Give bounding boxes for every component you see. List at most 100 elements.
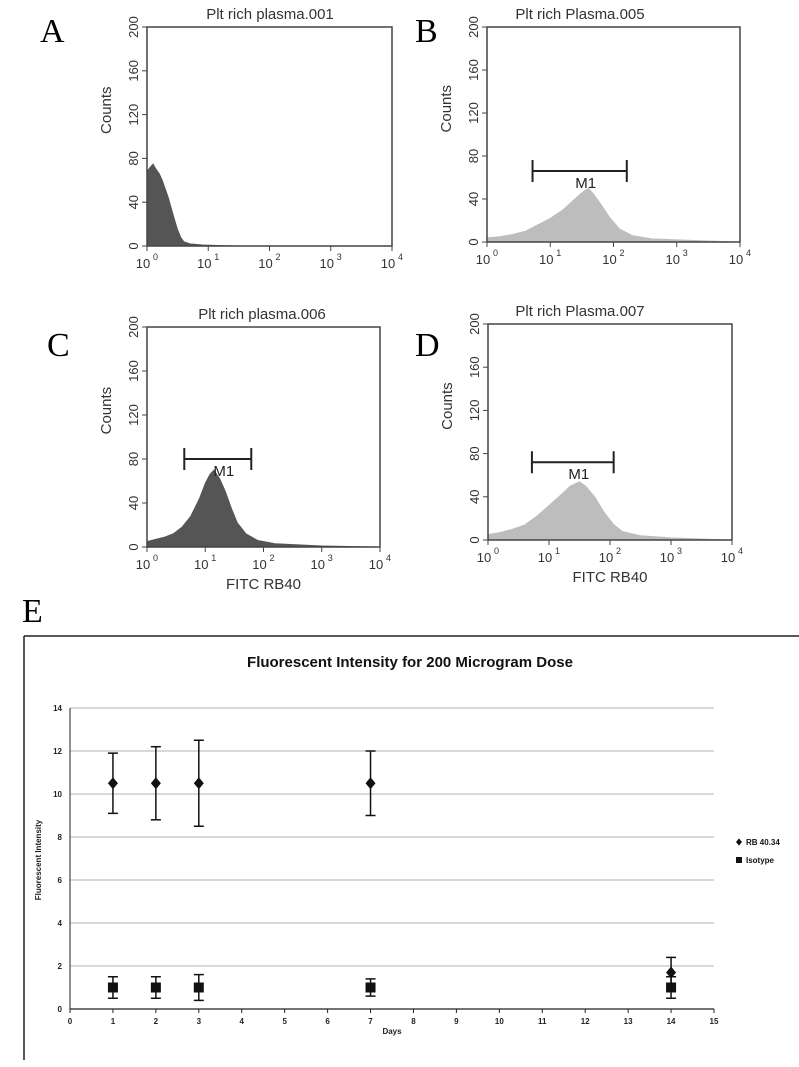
y-tick-label: 0 bbox=[466, 238, 481, 245]
histogram-title: Plt rich Plasma.007 bbox=[515, 303, 644, 320]
x-tick-exponent: 2 bbox=[270, 553, 275, 563]
y-tick-label: 40 bbox=[126, 195, 141, 209]
series-rb-40-34 bbox=[107, 739, 677, 989]
y-axis-label: Counts bbox=[438, 85, 455, 133]
y-tick-label: 200 bbox=[466, 16, 481, 38]
x-tick-label: 6 bbox=[325, 1017, 330, 1026]
diamond-point bbox=[365, 777, 376, 790]
histogram-area bbox=[146, 163, 246, 247]
y-tick-label: 8 bbox=[58, 833, 63, 842]
y-tick-label: 160 bbox=[126, 60, 141, 82]
legend-label: Isotype bbox=[746, 856, 775, 865]
x-tick-label: 4 bbox=[240, 1017, 245, 1026]
marker-label: M1 bbox=[575, 175, 596, 192]
x-tick-exponent: 2 bbox=[620, 248, 625, 258]
y-tick-label: 160 bbox=[126, 360, 141, 382]
y-tick-label: 160 bbox=[467, 356, 482, 378]
x-tick-exponent: 4 bbox=[746, 248, 751, 258]
panel-letter: D bbox=[415, 327, 440, 364]
y-tick-label: 80 bbox=[466, 149, 481, 163]
x-tick-label: 10 bbox=[136, 256, 150, 271]
legend-marker bbox=[736, 857, 742, 863]
x-tick-label: 10 bbox=[311, 557, 325, 572]
x-tick-label: 7 bbox=[368, 1017, 373, 1026]
x-tick-label: 10 bbox=[721, 550, 735, 565]
diamond-point bbox=[193, 777, 204, 790]
legend: RB 40.34 Isotype bbox=[736, 838, 780, 865]
y-tick-label: 120 bbox=[126, 404, 141, 426]
x-tick-label: 8 bbox=[411, 1017, 416, 1026]
y-tick-label: 160 bbox=[466, 59, 481, 81]
x-tick-label: 10 bbox=[197, 256, 211, 271]
x-tick-label: 13 bbox=[624, 1017, 633, 1026]
x-tick-exponent: 0 bbox=[494, 546, 499, 556]
y-axis-label: Counts bbox=[98, 86, 115, 134]
x-tick-label: 10 bbox=[252, 557, 266, 572]
x-tick-exponent: 1 bbox=[214, 252, 219, 262]
histogram-area bbox=[486, 187, 741, 243]
x-tick-label: 9 bbox=[454, 1017, 459, 1026]
series-isotype bbox=[107, 973, 677, 1002]
x-tick-label: 10 bbox=[258, 256, 272, 271]
square-point bbox=[150, 982, 161, 993]
x-tick-exponent: 2 bbox=[276, 252, 281, 262]
chart-title: Fluorescent Intensity for 200 Microgram … bbox=[247, 654, 573, 671]
panel-letter: C bbox=[47, 327, 70, 364]
y-tick-label: 120 bbox=[467, 400, 482, 422]
y-tick-label: 0 bbox=[58, 1005, 63, 1014]
panel-letter: E bbox=[22, 593, 43, 630]
x-tick-exponent: 1 bbox=[556, 248, 561, 258]
y-tick-label: 200 bbox=[126, 316, 141, 338]
y-tick-label: 40 bbox=[467, 490, 482, 504]
y-tick-label: 200 bbox=[467, 313, 482, 335]
x-tick-exponent: 3 bbox=[677, 546, 682, 556]
panel-letter: A bbox=[40, 13, 65, 50]
y-tick-label: 200 bbox=[126, 16, 141, 38]
diamond-point bbox=[666, 966, 677, 979]
x-tick-exponent: 0 bbox=[153, 252, 158, 262]
y-axis-label: Fluorescent Intensity bbox=[34, 819, 43, 900]
square-point bbox=[107, 982, 118, 993]
y-tick-label: 0 bbox=[126, 543, 141, 550]
y-tick-label: 14 bbox=[53, 704, 62, 713]
square-point bbox=[365, 982, 376, 993]
x-tick-exponent: 3 bbox=[337, 252, 342, 262]
x-tick-label: 2 bbox=[154, 1017, 159, 1026]
y-tick-label: 12 bbox=[53, 747, 62, 756]
marker-label: M1 bbox=[213, 463, 234, 480]
histogram-title: Plt rich Plasma.005 bbox=[515, 6, 644, 23]
plot-frame bbox=[146, 26, 393, 247]
x-tick-label: 5 bbox=[282, 1017, 287, 1026]
x-tick-label: 10 bbox=[476, 252, 490, 267]
x-tick-label: 14 bbox=[667, 1017, 676, 1026]
y-tick-label: 120 bbox=[126, 104, 141, 126]
x-tick-label: 10 bbox=[602, 252, 616, 267]
plot-frame bbox=[487, 323, 733, 541]
panel-b: B Plt rich Plasma.00504080120160200Counts… bbox=[415, 6, 751, 267]
x-tick-label: 0 bbox=[68, 1017, 73, 1026]
histogram-area bbox=[487, 481, 733, 541]
panel-letter: B bbox=[415, 13, 438, 50]
y-tick-label: 6 bbox=[58, 876, 63, 885]
plot-frame bbox=[486, 26, 741, 243]
x-tick-label: 15 bbox=[710, 1017, 719, 1026]
x-tick-exponent: 4 bbox=[398, 252, 403, 262]
x-tick-label: 10 bbox=[538, 550, 552, 565]
y-tick-label: 4 bbox=[58, 919, 63, 928]
square-point bbox=[193, 982, 204, 993]
x-axis-label: Days bbox=[382, 1027, 402, 1036]
x-tick-label: 10 bbox=[136, 557, 150, 572]
panel-a: A Plt rich plasma.00104080120160200Counts… bbox=[40, 6, 403, 271]
x-tick-label: 10 bbox=[729, 252, 743, 267]
x-tick-label: 10 bbox=[539, 252, 553, 267]
x-tick-label: 10 bbox=[381, 256, 395, 271]
x-tick-label: 1 bbox=[111, 1017, 116, 1026]
y-axis-label: Counts bbox=[439, 382, 456, 430]
legend-label: RB 40.34 bbox=[746, 838, 780, 847]
histogram-title: Plt rich plasma.006 bbox=[198, 306, 326, 323]
x-tick-label: 3 bbox=[197, 1017, 202, 1026]
y-tick-label: 40 bbox=[126, 496, 141, 510]
